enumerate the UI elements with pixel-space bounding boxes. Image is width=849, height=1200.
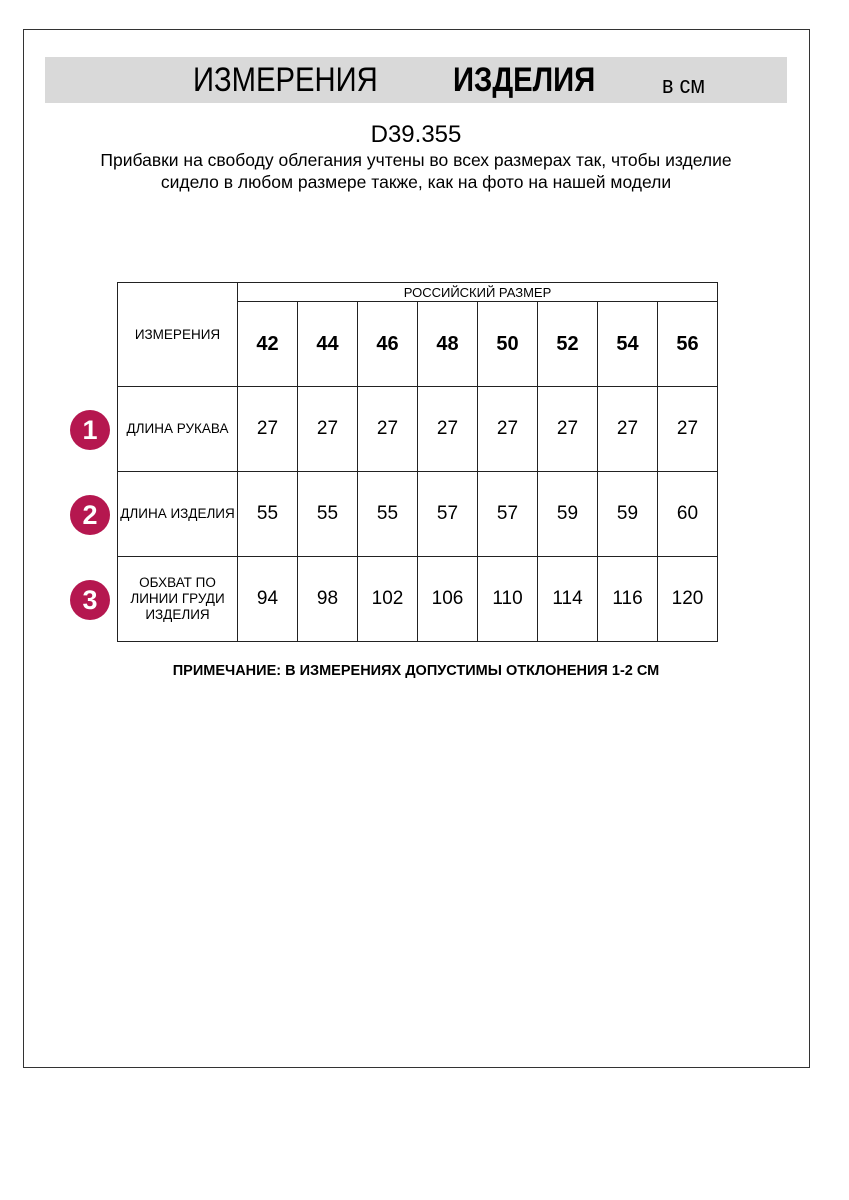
size-header: 46: [357, 301, 418, 387]
measurement-value: 27: [597, 386, 658, 472]
measurement-value: 27: [417, 386, 478, 472]
size-header: 56: [657, 301, 718, 387]
measurement-value: 59: [597, 471, 658, 557]
measurement-value: 102: [357, 556, 418, 642]
measurement-label: ДЛИНА ИЗДЕЛИЯ: [117, 471, 238, 557]
size-header: 50: [477, 301, 538, 387]
size-header: 54: [597, 301, 658, 387]
size-table: ИЗМЕРЕНИЯ РОССИЙСКИЙ РАЗМЕР 42 44 46 48 50 52…: [117, 282, 718, 642]
note: ПРИМЕЧАНИЕ: В ИЗМЕРЕНИЯХ ДОПУСТИМЫ ОТКЛО…: [172, 663, 660, 679]
title-light: ИЗМЕРЕНИЯ: [193, 61, 378, 99]
measurement-value: 27: [357, 386, 418, 472]
size-header: 44: [297, 301, 358, 387]
measurement-value: 27: [537, 386, 598, 472]
measurement-value: 106: [417, 556, 478, 642]
table-row: ОБХВАТ ПО ЛИНИИ ГРУДИ ИЗДЕЛИЯ 94 98 102 106 1…: [117, 556, 718, 642]
corner-label: ИЗМЕРЕНИЯ: [117, 282, 238, 387]
description: Прибавки на свободу облегания учтены во …: [100, 150, 732, 192]
page-frame: [23, 29, 810, 1068]
title-band: [45, 57, 787, 103]
size-header: 52: [537, 301, 598, 387]
row-marker-icon: 2: [70, 495, 110, 535]
measurement-value: 55: [237, 471, 298, 557]
table-row: ДЛИНА РУКАВА 27 27 27 27 27 27 27 27: [117, 386, 718, 472]
measurement-label: ОБХВАТ ПО ЛИНИИ ГРУДИ ИЗДЕЛИЯ: [117, 556, 238, 642]
measurement-value: 27: [237, 386, 298, 472]
article-code: D39.355: [370, 121, 462, 148]
measurement-value: 94: [237, 556, 298, 642]
measurement-value: 120: [657, 556, 718, 642]
row-marker-icon: 3: [70, 580, 110, 620]
measurement-label: ДЛИНА РУКАВА: [117, 386, 238, 472]
title-bold: ИЗДЕЛИЯ: [453, 61, 596, 99]
measurement-value: 114: [537, 556, 598, 642]
measurement-value: 57: [477, 471, 538, 557]
measurement-value: 27: [657, 386, 718, 472]
size-header: 48: [417, 301, 478, 387]
measurement-value: 55: [357, 471, 418, 557]
measurement-value: 98: [297, 556, 358, 642]
measurement-value: 57: [417, 471, 478, 557]
measurement-value: 55: [297, 471, 358, 557]
measurement-value: 60: [657, 471, 718, 557]
size-header: 42: [237, 301, 298, 387]
measurement-value: 59: [537, 471, 598, 557]
row-marker-icon: 1: [70, 410, 110, 450]
measurement-value: 110: [477, 556, 538, 642]
title-units: в см: [662, 72, 706, 99]
table-row: ДЛИНА ИЗДЕЛИЯ 55 55 55 57 57 59 59 60: [117, 471, 718, 557]
measurement-value: 27: [297, 386, 358, 472]
measurement-value: 116: [597, 556, 658, 642]
measurement-value: 27: [477, 386, 538, 472]
group-header: РОССИЙСКИЙ РАЗМЕР: [237, 282, 718, 302]
